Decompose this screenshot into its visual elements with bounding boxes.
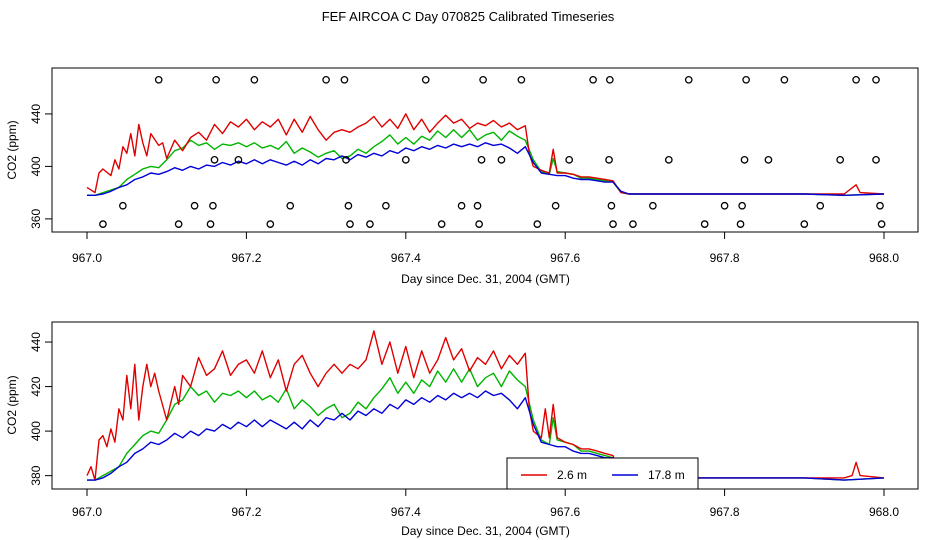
x-tick-label: 967.0 [72,251,102,265]
data-marker [740,155,749,164]
data-marker [605,155,613,164]
data-marker [212,75,220,84]
plot-frame [51,67,919,233]
data-marker [209,201,217,210]
data-marker [421,75,430,84]
y-tick-label: 400 [29,156,43,176]
data-marker [876,201,884,210]
data-marker [589,75,597,84]
data-marker [344,201,353,210]
data-marker [629,220,637,228]
data-marker [836,155,845,164]
legend-label: 2.6 m [557,468,587,482]
x-tick-label: 967.8 [710,505,740,519]
data-marker [649,201,657,210]
data-marker [340,75,349,84]
y-tick-label: 400 [29,421,43,441]
data-marker [877,220,886,228]
data-marker [210,155,219,164]
x-tick-label: 967.6 [550,505,580,519]
x-tick-label: 967.0 [72,505,102,519]
series-line-red [86,113,885,195]
data-marker [852,75,860,84]
data-marker [738,201,746,210]
data-marker [154,75,163,84]
y-tick-label: 420 [29,376,43,396]
data-marker [517,75,526,84]
legend: 2.6 m 17.8 m [506,457,699,490]
data-marker [664,155,673,164]
x-tick-label: 967.8 [710,251,740,265]
chart-panel-2: 967.0 967.2 967.4 967.6 967.8 968.0 380 400 420 4… [5,321,919,538]
x-axis-label: Day since Dec. 31, 2004 (GMT) [401,272,570,286]
x-tick-label: 967.2 [231,505,261,519]
series-line-blue [87,390,885,481]
data-marker [346,220,354,228]
data-marker [533,220,542,228]
data-marker [565,155,574,164]
page-title: FEF AIRCOA C Day 070825 Calibrated Times… [321,9,615,24]
data-marker [401,155,410,164]
data-marker [206,220,215,228]
data-marker [764,155,773,164]
data-marker [477,155,486,164]
data-marker [250,75,259,84]
series-line-red [86,330,885,481]
chart-panel-1: 967.0 967.2 967.4 967.6 967.8 968.0 360 400 440 D… [5,67,919,286]
data-marker [99,220,107,228]
data-marker [382,201,390,210]
data-marker [607,201,616,210]
data-marker [720,201,729,210]
series-line-green [87,368,885,481]
data-marker [800,220,809,228]
data-marker [872,155,880,164]
data-marker [479,75,487,84]
series-line-blue [87,142,885,196]
data-marker [286,201,295,210]
data-marker [551,201,560,210]
data-marker [742,75,750,84]
data-marker [457,201,466,210]
plot-frame [51,321,919,490]
y-tick-label: 440 [29,332,43,352]
x-axis-label: Day since Dec. 31, 2004 (GMT) [401,524,570,538]
x-tick-label: 967.6 [550,251,580,265]
data-marker [190,201,199,210]
x-tick-label: 967.4 [391,251,421,265]
y-tick-label: 380 [29,465,43,485]
data-marker [872,75,880,84]
data-marker [609,220,617,228]
data-marker [322,75,330,84]
data-marker [816,201,825,210]
data-marker [266,220,275,228]
y-tick-label: 440 [29,104,43,124]
x-tick-label: 967.4 [391,505,421,519]
y-tick-label: 360 [29,209,43,229]
x-tick-label: 968.0 [869,251,899,265]
x-tick-label: 967.2 [231,251,261,265]
y-axis-label: CO2 (ppm) [5,120,19,179]
data-marker [700,220,709,228]
data-marker [342,155,350,164]
legend-box [506,457,699,490]
data-marker [174,220,183,228]
data-marker [366,220,374,228]
data-marker [473,201,482,210]
y-axis-label: CO2 (ppm) [5,375,19,434]
data-marker [684,75,693,84]
data-marker [119,201,127,210]
data-marker [605,75,614,84]
data-marker [437,220,446,228]
data-marker [497,155,506,164]
x-tick-label: 968.0 [869,505,899,519]
data-marker [780,75,789,84]
data-marker [475,220,483,228]
data-marker [736,220,745,228]
legend-label: 17.8 m [648,468,685,482]
data-marker [234,155,243,164]
